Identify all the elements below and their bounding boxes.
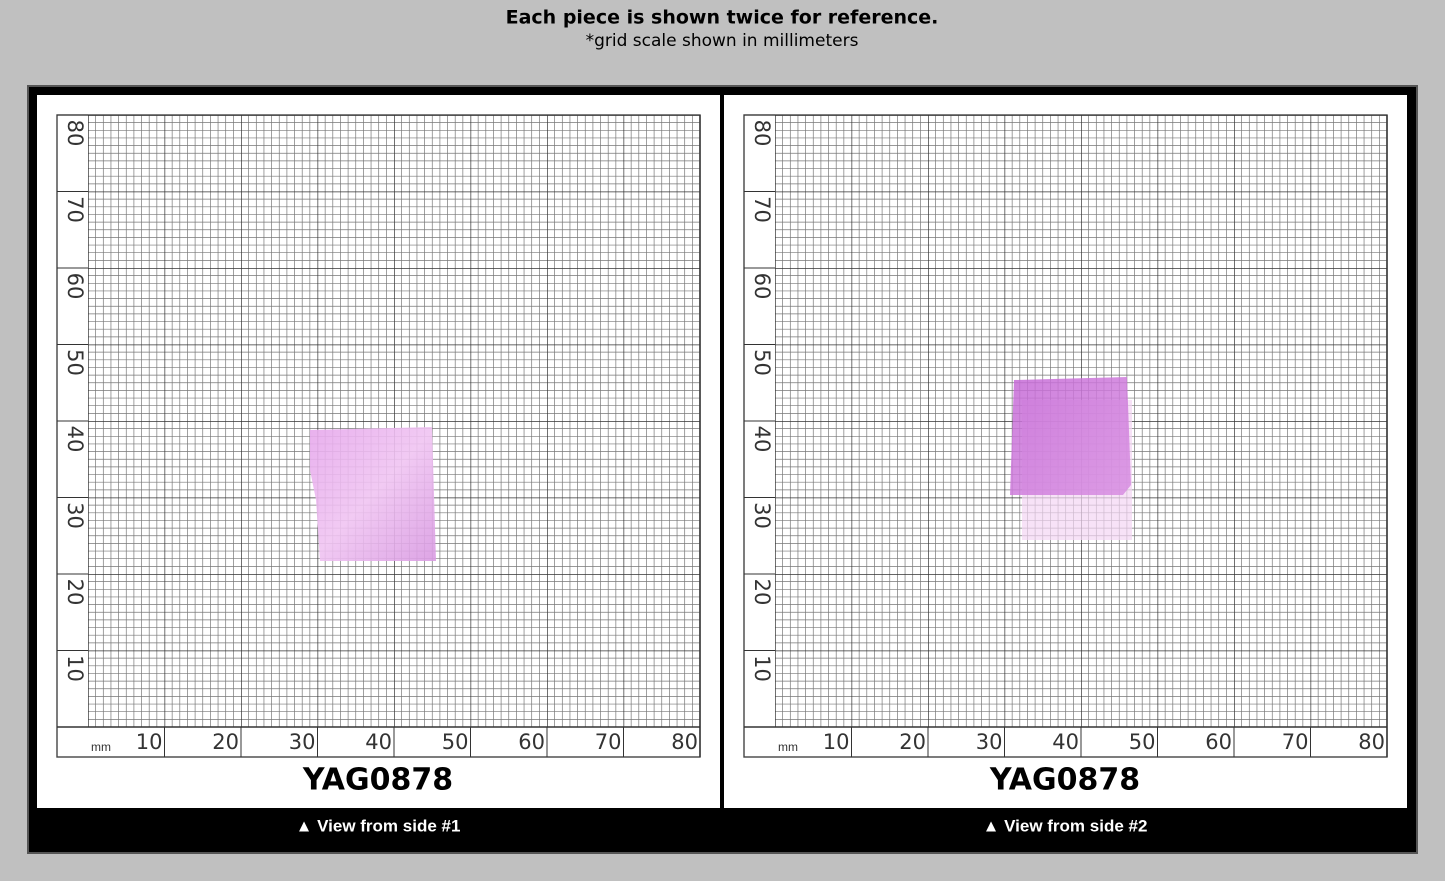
x-scale-label: 70 (1282, 730, 1309, 754)
y-scale-label: 40 (750, 426, 774, 453)
x-scale-label: 80 (1358, 730, 1385, 754)
x-scale-label: 10 (823, 730, 850, 754)
x-scale-label: 20 (212, 730, 239, 754)
x-scale-label: 30 (976, 730, 1003, 754)
x-scale-label: 70 (595, 730, 622, 754)
y-scale-label: 10 (750, 655, 774, 682)
y-scale-label: 60 (750, 273, 774, 300)
x-scale-label: 40 (1052, 730, 1079, 754)
panel: 80 70 60 50 40 30 20 10 10 20 30 40 50 60 70 80 mm YAG087… (56, 114, 701, 835)
x-scale-label: 80 (671, 730, 698, 754)
y-scale-label: 10 (63, 655, 87, 682)
unit-label: mm (91, 740, 111, 754)
x-scale-label: 60 (1205, 730, 1232, 754)
y-scale-label: 60 (63, 273, 87, 300)
graph-grid (88, 115, 700, 727)
y-scale-label: 20 (63, 579, 87, 606)
x-scale-label: 50 (1129, 730, 1156, 754)
sample-id: YAG0878 (989, 763, 1140, 798)
x-scale-label: 20 (899, 730, 926, 754)
y-scale-label: 70 (750, 196, 774, 223)
y-scale-label: 30 (63, 502, 87, 529)
title: Each piece is shown twice for reference. (506, 7, 939, 29)
y-scale-label: 30 (750, 502, 774, 529)
x-scale-label: 60 (518, 730, 545, 754)
crystal (310, 427, 436, 561)
y-scale-label: 80 (750, 120, 774, 147)
crystal (1010, 377, 1131, 495)
subtitle: *grid scale shown in millimeters (586, 31, 859, 51)
sample-id: YAG0878 (302, 763, 453, 798)
y-scale-label: 20 (750, 579, 774, 606)
x-scale-label: 10 (136, 730, 163, 754)
y-scale-label: 80 (63, 120, 87, 147)
panel: 80 70 60 50 40 30 20 10 10 20 30 40 50 60 70 80 mm YAG087… (743, 114, 1388, 835)
unit-label: mm (778, 740, 798, 754)
caption: ▲ View from side #2 (983, 816, 1148, 835)
caption: ▲ View from side #1 (296, 816, 461, 835)
x-scale-label: 30 (289, 730, 316, 754)
x-scale-label: 40 (365, 730, 392, 754)
x-scale-label: 50 (442, 730, 469, 754)
y-scale-label: 50 (750, 349, 774, 376)
y-scale-label: 50 (63, 349, 87, 376)
y-scale-label: 40 (63, 426, 87, 453)
y-scale-label: 70 (63, 196, 87, 223)
